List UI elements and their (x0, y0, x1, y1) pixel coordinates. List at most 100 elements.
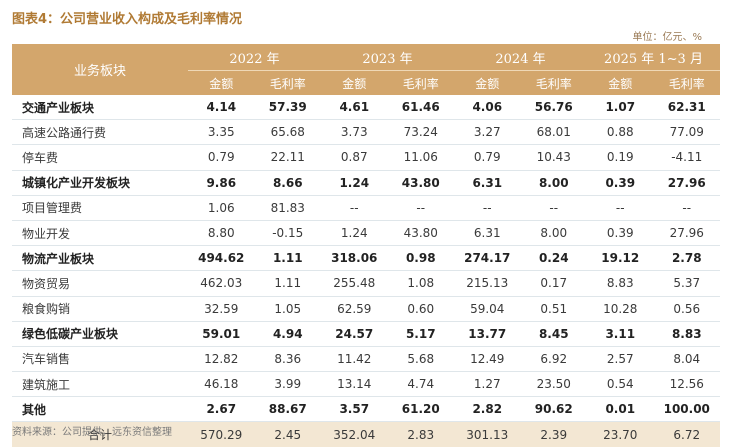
margin-cell: 5.68 (387, 346, 454, 373)
amount-cell: 12.49 (454, 346, 521, 373)
amount-cell: 0.54 (587, 371, 654, 398)
margin-cell: 56.76 (520, 95, 587, 121)
margin-cell: 61.20 (387, 396, 454, 423)
amount-cell: 11.42 (321, 346, 388, 373)
margin-cell: 3.99 (254, 371, 321, 398)
header-margin: 毛利率 (387, 70, 454, 95)
margin-cell: 65.68 (254, 119, 321, 146)
margin-cell: 81.83 (254, 195, 321, 221)
amount-cell: 32.59 (188, 296, 255, 322)
table-row: 粮食购销 32.59 1.05 62.59 0.60 59.04 0.51 10.28 0.56 (12, 296, 721, 322)
margin-cell: 43.80 (387, 170, 454, 196)
header-margin: 毛利率 (520, 70, 587, 95)
row-label: 合计 (12, 421, 188, 447)
margin-cell: 68.01 (520, 119, 587, 146)
amount-cell: 3.73 (321, 119, 388, 146)
row-label: 停车费 (12, 144, 188, 171)
margin-cell: 1.11 (254, 270, 321, 297)
amount-cell: 8.80 (188, 220, 255, 247)
amount-cell: 3.35 (188, 119, 255, 146)
amount-cell: 13.77 (454, 321, 521, 347)
amount-cell: 62.59 (321, 296, 388, 322)
amount-cell: 0.88 (587, 119, 654, 146)
margin-cell: 2.83 (387, 421, 454, 447)
amount-cell: 0.19 (587, 144, 654, 171)
margin-cell: 5.37 (653, 270, 721, 297)
margin-cell: -- (387, 195, 454, 221)
amount-cell: 4.06 (454, 95, 521, 121)
margin-cell: 11.06 (387, 144, 454, 171)
table-body: 交通产业板块 4.14 57.39 4.61 61.46 4.06 56.76 1.07 62.… (12, 95, 721, 447)
row-label: 绿色低碳产业板块 (12, 321, 188, 347)
amount-cell: 570.29 (188, 421, 255, 447)
table-row: 城镇化产业开发板块 9.86 8.66 1.24 43.80 6.31 8.00 0.39 27… (12, 170, 721, 196)
amount-cell: 59.01 (188, 321, 255, 347)
row-label: 交通产业板块 (12, 95, 188, 121)
amount-cell: 2.82 (454, 396, 521, 423)
margin-cell: -- (653, 195, 721, 221)
amount-cell: 0.87 (321, 144, 388, 171)
header-year-2023: 2023 年 (321, 44, 454, 71)
margin-cell: 62.31 (653, 95, 721, 121)
amount-cell: 1.24 (321, 170, 388, 196)
margin-cell: 1.08 (387, 270, 454, 297)
header-margin: 毛利率 (254, 70, 321, 95)
margin-cell: 5.17 (387, 321, 454, 347)
header-year-2024: 2024 年 (454, 44, 587, 71)
amount-cell: 0.01 (587, 396, 654, 423)
margin-cell: 8.66 (254, 170, 321, 196)
row-label: 其他 (12, 396, 188, 423)
amount-cell: 12.82 (188, 346, 255, 373)
margin-cell: 27.96 (653, 220, 721, 247)
amount-cell: -- (587, 195, 654, 221)
row-label: 物业开发 (12, 220, 188, 247)
amount-cell: -- (454, 195, 521, 221)
amount-cell: 4.14 (188, 95, 255, 121)
amount-cell: 215.13 (454, 270, 521, 297)
amount-cell: 1.27 (454, 371, 521, 398)
revenue-table-container: 业务板块 2022 年 2023 年 2024 年 2025 年 1~3 月 金… (12, 44, 721, 447)
row-label: 建筑施工 (12, 371, 188, 398)
margin-cell: 8.04 (653, 346, 721, 373)
source-note: 资料来源：公司提供，远东资信整理 (12, 427, 172, 438)
table-row: 物流产业板块 494.62 1.11 318.06 0.98 274.17 0.24 19.1… (12, 245, 721, 272)
amount-cell: 6.31 (454, 170, 521, 196)
revenue-table: 业务板块 2022 年 2023 年 2024 年 2025 年 1~3 月 金… (12, 44, 721, 447)
header-year-2025q1: 2025 年 1~3 月 (587, 44, 721, 71)
amount-cell: 462.03 (188, 270, 255, 297)
amount-cell: 10.28 (587, 296, 654, 322)
header-margin: 毛利率 (653, 70, 721, 95)
row-label: 项目管理费 (12, 195, 188, 221)
amount-cell: 1.06 (188, 195, 255, 221)
header-amount: 金额 (454, 70, 521, 95)
table-row: 其他 2.67 88.67 3.57 61.20 2.82 90.62 0.01 100.00 (12, 396, 721, 423)
amount-cell: 1.07 (587, 95, 654, 121)
amount-cell: 4.61 (321, 95, 388, 121)
amount-cell: 6.31 (454, 220, 521, 247)
amount-cell: 274.17 (454, 245, 521, 272)
amount-cell: 318.06 (321, 245, 388, 272)
margin-cell: 23.50 (520, 371, 587, 398)
row-label: 城镇化产业开发板块 (12, 170, 188, 196)
amount-cell: 59.04 (454, 296, 521, 322)
table-row: 汽车销售 12.82 8.36 11.42 5.68 12.49 6.92 2.57 8.04 (12, 346, 721, 373)
figure-title: 图表4：公司营业收入构成及毛利率情况 (12, 12, 243, 27)
amount-cell: 1.24 (321, 220, 388, 247)
amount-cell: 255.48 (321, 270, 388, 297)
amount-cell: 301.13 (454, 421, 521, 447)
margin-cell: 4.94 (254, 321, 321, 347)
margin-cell: 6.72 (653, 421, 721, 447)
amount-cell: 3.11 (587, 321, 654, 347)
row-label: 高速公路通行费 (12, 119, 188, 146)
amount-cell: 9.86 (188, 170, 255, 196)
header-business-segment: 业务板块 (12, 44, 188, 95)
table-row: 交通产业板块 4.14 57.39 4.61 61.46 4.06 56.76 1.07 62.… (12, 95, 721, 121)
margin-cell: 61.46 (387, 95, 454, 121)
row-label: 物流产业板块 (12, 245, 188, 272)
margin-cell: 27.96 (653, 170, 721, 196)
total-row: 合计 570.29 2.45 352.04 2.83 301.13 2.39 23.70 6.7… (12, 421, 721, 447)
margin-cell: 8.00 (520, 220, 587, 247)
amount-cell: 0.39 (587, 220, 654, 247)
margin-cell: 12.56 (653, 371, 721, 398)
margin-cell: 2.45 (254, 421, 321, 447)
